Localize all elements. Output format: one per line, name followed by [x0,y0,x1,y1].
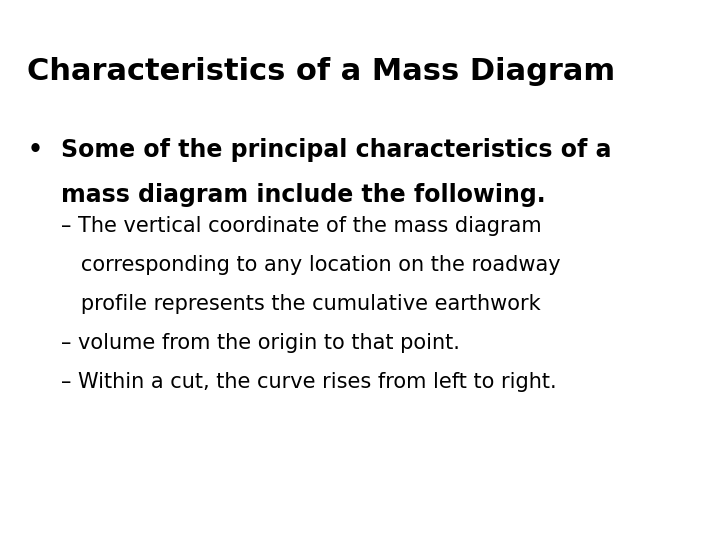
Text: profile represents the cumulative earthwork: profile represents the cumulative earthw… [61,294,541,314]
Text: corresponding to any location on the roadway: corresponding to any location on the roa… [61,255,561,275]
Text: – The vertical coordinate of the mass diagram: – The vertical coordinate of the mass di… [61,216,542,236]
Text: mass diagram include the following.: mass diagram include the following. [61,183,546,206]
Text: – volume from the origin to that point.: – volume from the origin to that point. [61,333,460,353]
Text: Characteristics of a Mass Diagram: Characteristics of a Mass Diagram [27,57,616,86]
Text: •: • [27,138,42,161]
Text: – Within a cut, the curve rises from left to right.: – Within a cut, the curve rises from lef… [61,372,557,392]
Text: Some of the principal characteristics of a: Some of the principal characteristics of… [61,138,612,161]
